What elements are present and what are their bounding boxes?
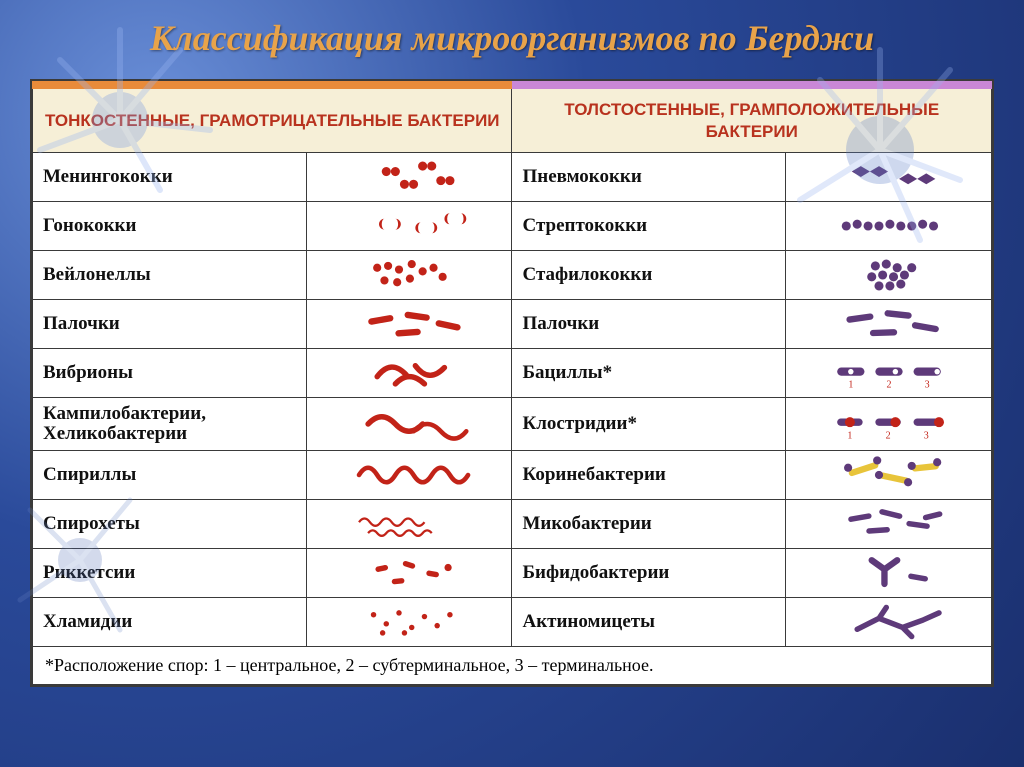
- background-virus-decor: [0, 0, 1024, 767]
